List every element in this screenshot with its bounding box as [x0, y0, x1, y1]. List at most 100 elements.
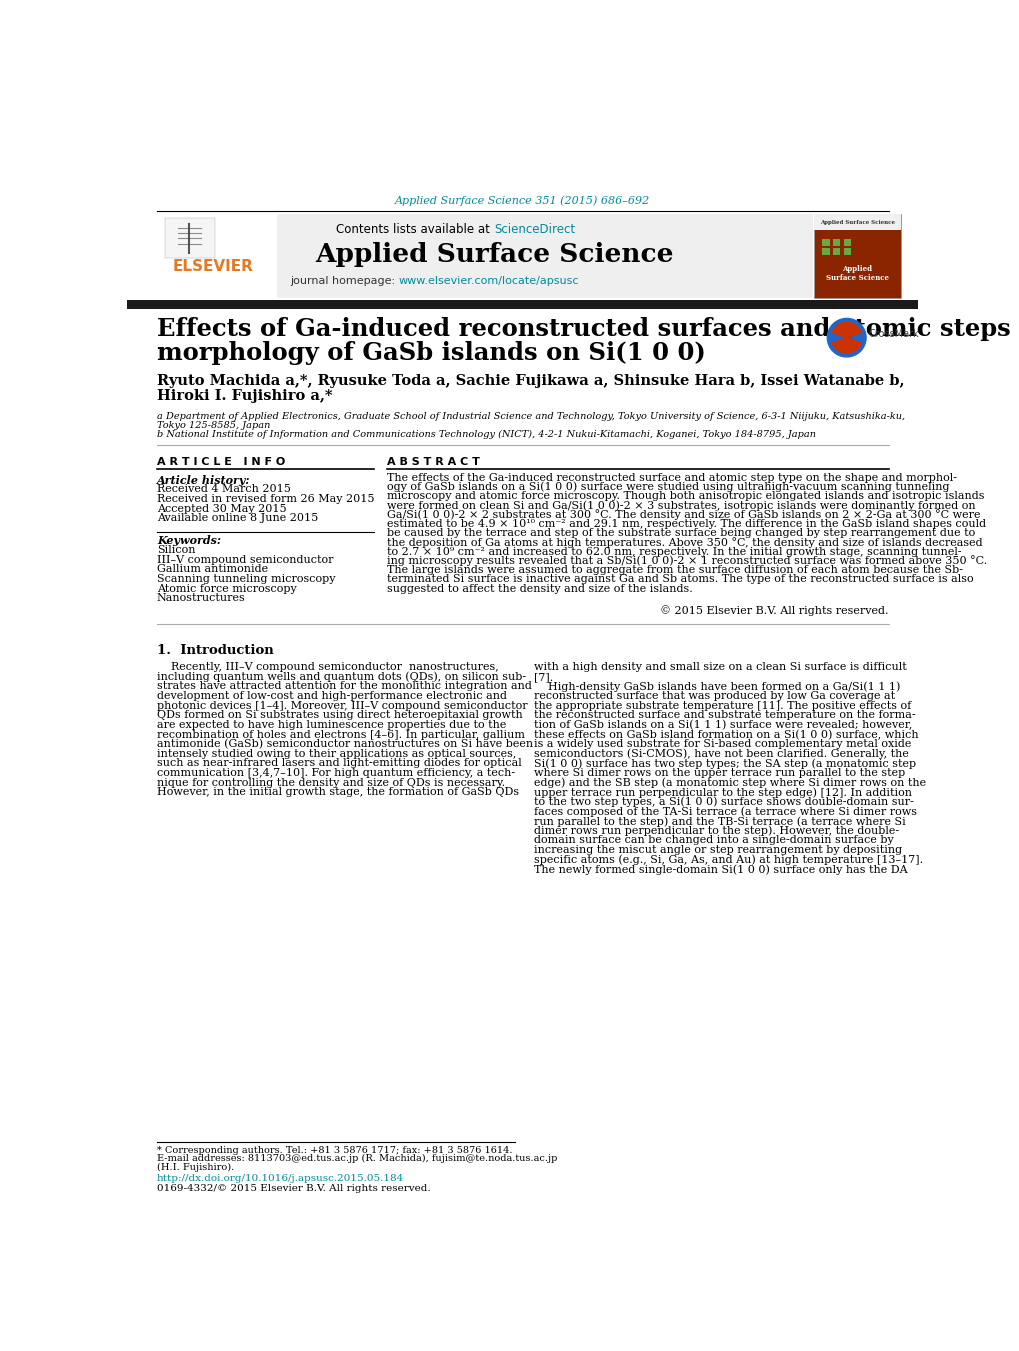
Text: communication [3,4,7–10]. For high quantum efficiency, a tech-: communication [3,4,7–10]. For high quant…: [157, 769, 515, 778]
Text: ScienceDirect: ScienceDirect: [493, 223, 575, 236]
Text: development of low-cost and high-performance electronic and: development of low-cost and high-perform…: [157, 692, 506, 701]
Text: Keywords:: Keywords:: [157, 535, 221, 546]
Bar: [157, 215, 812, 297]
Bar: [813, 215, 900, 230]
Text: © 2015 Elsevier B.V. All rights reserved.: © 2015 Elsevier B.V. All rights reserved…: [659, 605, 888, 616]
Text: High-density GaSb islands have been formed on a Ga/Si(1 1 1): High-density GaSb islands have been form…: [533, 681, 899, 692]
Text: The large islands were assumed to aggregate from the surface diffusion of each a: The large islands were assumed to aggreg…: [387, 565, 962, 576]
Text: a Department of Applied Electronics, Graduate School of Industrial Science and T: a Department of Applied Electronics, Gra…: [157, 412, 904, 420]
Bar: [164, 219, 215, 258]
Text: Ga/Si(1 0 0)-2 × 2 substrates at 300 °C. The density and size of GaSb islands on: Ga/Si(1 0 0)-2 × 2 substrates at 300 °C.…: [387, 509, 979, 520]
Text: Applied
Surface Science: Applied Surface Science: [825, 265, 889, 282]
Text: CrossMark: CrossMark: [867, 328, 918, 339]
Text: * Corresponding authors. Tel.: +81 3 5876 1717; fax: +81 3 5876 1614.: * Corresponding authors. Tel.: +81 3 587…: [157, 1146, 512, 1155]
Text: to the two step types, a Si(1 0 0) surface shows double-domain sur-: to the two step types, a Si(1 0 0) surfa…: [533, 797, 913, 808]
Text: A B S T R A C T: A B S T R A C T: [387, 458, 480, 467]
Text: suggested to affect the density and size of the islands.: suggested to affect the density and size…: [387, 584, 692, 593]
Text: Article history:: Article history:: [157, 474, 251, 485]
Text: faces composed of the TA-Si terrace (a terrace where Si dimer rows: faces composed of the TA-Si terrace (a t…: [533, 807, 916, 817]
Bar: [832, 239, 840, 246]
Text: semiconductors (Si-CMOS), have not been clarified. Generally, the: semiconductors (Si-CMOS), have not been …: [533, 748, 908, 759]
Text: Hiroki I. Fujishiro a,*: Hiroki I. Fujishiro a,*: [157, 389, 332, 403]
Text: tion of GaSb islands on a Si(1 1 1) surface were revealed; however,: tion of GaSb islands on a Si(1 1 1) surf…: [533, 720, 911, 730]
Text: specific atoms (e.g., Si, Ga, As, and Au) at high temperature [13–17].: specific atoms (e.g., Si, Ga, As, and Au…: [533, 854, 922, 865]
Text: were formed on clean Si and Ga/Si(1 0 0)-2 × 3 substrates, isotropic islands wer: were formed on clean Si and Ga/Si(1 0 0)…: [387, 500, 975, 511]
Text: ing microscopy results revealed that a Sb/Si(1 0 0)-2 × 1 reconstructed surface : ing microscopy results revealed that a S…: [387, 555, 986, 566]
Text: www.elsevier.com/locate/apsusc: www.elsevier.com/locate/apsusc: [398, 277, 579, 286]
Text: antimonide (GaSb) semiconductor nanostructures on Si have been: antimonide (GaSb) semiconductor nanostru…: [157, 739, 533, 750]
Bar: [813, 215, 900, 297]
Text: recombination of holes and electrons [4–6]. In particular, gallium: recombination of holes and electrons [4–…: [157, 730, 525, 739]
Text: Applied Surface Science: Applied Surface Science: [315, 242, 673, 267]
Text: Atomic force microscopy: Atomic force microscopy: [157, 584, 297, 593]
Text: with a high density and small size on a clean Si surface is difficult: with a high density and small size on a …: [533, 662, 906, 673]
Text: are expected to have high luminescence properties due to the: are expected to have high luminescence p…: [157, 720, 505, 730]
Text: Received 4 March 2015: Received 4 March 2015: [157, 485, 290, 494]
Text: b National Institute of Information and Communications Technology (NICT), 4-2-1 : b National Institute of Information and …: [157, 430, 815, 439]
Text: Accepted 30 May 2015: Accepted 30 May 2015: [157, 504, 286, 513]
Text: reconstructed surface that was produced by low Ga coverage at: reconstructed surface that was produced …: [533, 692, 894, 701]
Text: dimer rows run perpendicular to the step). However, the double-: dimer rows run perpendicular to the step…: [533, 825, 898, 836]
Text: 0169-4332/© 2015 Elsevier B.V. All rights reserved.: 0169-4332/© 2015 Elsevier B.V. All right…: [157, 1183, 430, 1193]
Bar: [821, 249, 828, 255]
Text: intensely studied owing to their applications as optical sources,: intensely studied owing to their applica…: [157, 748, 516, 759]
Text: Gallium antimonide: Gallium antimonide: [157, 565, 268, 574]
Wedge shape: [832, 338, 860, 353]
Wedge shape: [832, 323, 860, 338]
Text: where Si dimer rows on the upper terrace run parallel to the step: where Si dimer rows on the upper terrace…: [533, 769, 904, 778]
Text: domain surface can be changed into a single-domain surface by: domain surface can be changed into a sin…: [533, 835, 893, 846]
Text: The effects of the Ga-induced reconstructed surface and atomic step type on the : The effects of the Ga-induced reconstruc…: [387, 473, 956, 482]
Text: morphology of GaSb islands on Si(1 0 0): morphology of GaSb islands on Si(1 0 0): [157, 340, 705, 365]
Text: Applied Surface Science: Applied Surface Science: [819, 220, 895, 224]
Text: the reconstructed surface and substrate temperature on the forma-: the reconstructed surface and substrate …: [533, 711, 914, 720]
Text: upper terrace run perpendicular to the step edge) [12]. In addition: upper terrace run perpendicular to the s…: [533, 788, 911, 797]
Bar: [843, 249, 851, 255]
Text: Recently, III–V compound semiconductor  nanostructures,: Recently, III–V compound semiconductor n…: [157, 662, 498, 673]
Text: is a widely used substrate for Si-based complementary metal oxide: is a widely used substrate for Si-based …: [533, 739, 910, 750]
Text: the deposition of Ga atoms at high temperatures. Above 350 °C, the density and s: the deposition of Ga atoms at high tempe…: [387, 538, 981, 549]
Text: nique for controlling the density and size of QDs is necessary.: nique for controlling the density and si…: [157, 778, 504, 788]
Text: terminated Si surface is inactive against Ga and Sb atoms. The type of the recon: terminated Si surface is inactive agains…: [387, 574, 973, 585]
Text: edge) and the SB step (a monatomic step where Si dimer rows on the: edge) and the SB step (a monatomic step …: [533, 777, 925, 788]
Text: the appropriate substrate temperature [11]. The positive effects of: the appropriate substrate temperature [1…: [533, 701, 910, 711]
Text: III–V compound semiconductor: III–V compound semiconductor: [157, 555, 333, 565]
Text: Available online 8 June 2015: Available online 8 June 2015: [157, 513, 318, 523]
Text: (H.I. Fujishiro).: (H.I. Fujishiro).: [157, 1162, 234, 1171]
Text: A R T I C L E   I N F O: A R T I C L E I N F O: [157, 458, 285, 467]
Text: photonic devices [1–4]. Moreover, III–V compound semiconductor: photonic devices [1–4]. Moreover, III–V …: [157, 701, 527, 711]
Text: Scanning tunneling microscopy: Scanning tunneling microscopy: [157, 574, 335, 584]
Text: increasing the miscut angle or step rearrangement by depositing: increasing the miscut angle or step rear…: [533, 846, 901, 855]
Text: journal homepage:: journal homepage:: [289, 277, 398, 286]
Text: strates have attracted attention for the monolithic integration and: strates have attracted attention for the…: [157, 681, 531, 692]
Bar: [157, 215, 277, 297]
Circle shape: [826, 319, 865, 357]
Text: However, in the initial growth stage, the formation of GaSb QDs: However, in the initial growth stage, th…: [157, 788, 519, 797]
Text: to 2.7 × 10⁹ cm⁻² and increased to 62.0 nm, respectively. In the initial growth : to 2.7 × 10⁹ cm⁻² and increased to 62.0 …: [387, 547, 961, 557]
Text: Silicon: Silicon: [157, 546, 196, 555]
Text: Received in revised form 26 May 2015: Received in revised form 26 May 2015: [157, 494, 374, 504]
Text: run parallel to the step) and the TB-Si terrace (a terrace where Si: run parallel to the step) and the TB-Si …: [533, 816, 905, 827]
Text: http://dx.doi.org/10.1016/j.apsusc.2015.05.184: http://dx.doi.org/10.1016/j.apsusc.2015.…: [157, 1174, 404, 1183]
Text: microscopy and atomic force microscopy. Though both anisotropic elongated island: microscopy and atomic force microscopy. …: [387, 492, 983, 501]
Text: Applied Surface Science 351 (2015) 686–692: Applied Surface Science 351 (2015) 686–6…: [394, 196, 650, 205]
Text: QDs formed on Si substrates using direct heteroepitaxial growth: QDs formed on Si substrates using direct…: [157, 711, 522, 720]
Text: such as near-infrared lasers and light-emitting diodes for optical: such as near-infrared lasers and light-e…: [157, 758, 521, 769]
Text: Effects of Ga-induced reconstructed surfaces and atomic steps on the: Effects of Ga-induced reconstructed surf…: [157, 317, 1019, 342]
Text: [7].: [7].: [533, 671, 552, 682]
Text: ELSEVIER: ELSEVIER: [172, 258, 253, 273]
Bar: [843, 239, 851, 246]
Text: Tokyo 125-8585, Japan: Tokyo 125-8585, Japan: [157, 422, 270, 430]
Text: estimated to be 4.9 × 10¹⁰ cm⁻² and 29.1 nm, respectively. The difference in the: estimated to be 4.9 × 10¹⁰ cm⁻² and 29.1…: [387, 519, 985, 530]
Text: Contents lists available at: Contents lists available at: [336, 223, 493, 236]
Bar: [832, 249, 840, 255]
Text: ogy of GaSb islands on a Si(1 0 0) surface were studied using ultrahigh-vacuum s: ogy of GaSb islands on a Si(1 0 0) surfa…: [387, 482, 949, 492]
Bar: [821, 239, 828, 246]
Text: Ryuto Machida a,*, Ryusuke Toda a, Sachie Fujikawa a, Shinsuke Hara b, Issei Wat: Ryuto Machida a,*, Ryusuke Toda a, Sachi…: [157, 374, 904, 388]
Text: these effects on GaSb island formation on a Si(1 0 0) surface, which: these effects on GaSb island formation o…: [533, 730, 917, 740]
Text: Si(1 0 0) surface has two step types; the SA step (a monatomic step: Si(1 0 0) surface has two step types; th…: [533, 758, 915, 769]
Text: Nanostructures: Nanostructures: [157, 593, 246, 604]
Text: 1.  Introduction: 1. Introduction: [157, 644, 273, 657]
Bar: [127, 300, 917, 309]
Text: The newly formed single-domain Si(1 0 0) surface only has the DA: The newly formed single-domain Si(1 0 0)…: [533, 865, 906, 874]
Text: including quantum wells and quantum dots (QDs), on silicon sub-: including quantum wells and quantum dots…: [157, 671, 526, 682]
